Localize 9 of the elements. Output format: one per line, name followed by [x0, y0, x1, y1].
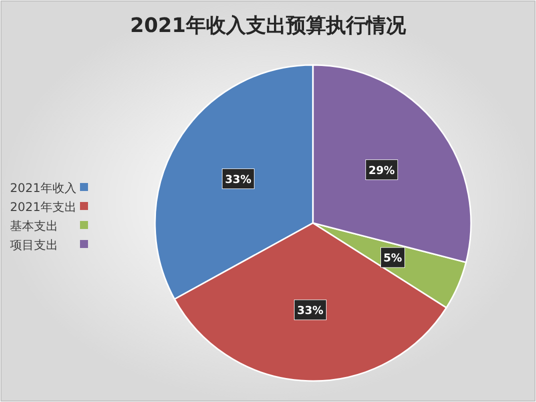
data-label: 5%	[383, 252, 402, 265]
chart-title: 2021年收入支出预算执行情况	[130, 13, 407, 37]
legend-label: 项目支出	[10, 238, 58, 252]
data-label: 33%	[225, 172, 252, 186]
data-label: 29%	[368, 164, 395, 177]
legend-label: 基本支出	[10, 219, 58, 233]
legend-label: 2021年支出	[10, 200, 77, 214]
data-label: 33%	[297, 304, 324, 317]
legend-label: 2021年收入	[10, 181, 77, 195]
